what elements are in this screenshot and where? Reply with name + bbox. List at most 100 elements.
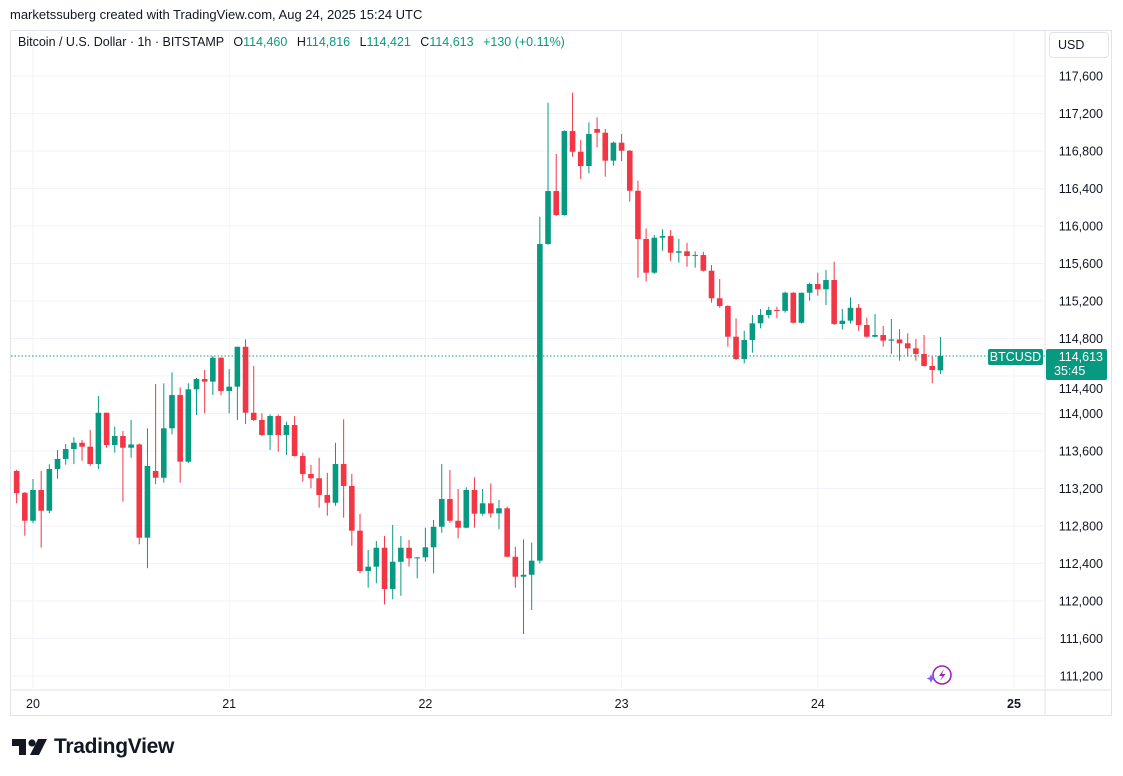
candle-down [913, 338, 919, 361]
candle-body [888, 339, 895, 341]
candle-body [389, 561, 396, 589]
candle-down [774, 306, 780, 319]
candle-up [651, 235, 658, 274]
candle-down [455, 488, 461, 539]
candle-body [267, 416, 273, 435]
lightning-icon-bolt [939, 669, 946, 681]
candle-body [71, 442, 77, 450]
candle-body [496, 508, 502, 514]
candle-body [659, 236, 666, 238]
candle-up [528, 542, 535, 610]
candle-up [373, 541, 380, 584]
candle-down [725, 305, 731, 347]
candle-down [177, 387, 183, 483]
candle-down [250, 365, 257, 421]
chart-credit: marketssuberg created with TradingView.c… [10, 7, 423, 22]
candle-body [144, 466, 151, 538]
candle-body [733, 336, 739, 360]
candle-body [242, 346, 249, 413]
candle-body [479, 503, 486, 514]
candle-body [373, 547, 380, 567]
candle-up [30, 479, 36, 524]
candle-down [504, 506, 510, 558]
candle-up [741, 330, 748, 364]
candle-body [782, 292, 788, 311]
open-label: O [233, 35, 244, 49]
candle-body [136, 444, 143, 538]
candle-body [406, 547, 412, 559]
candle-body [46, 469, 53, 511]
candle-down [904, 333, 911, 357]
low-label: L [359, 35, 367, 49]
candle-body [528, 560, 535, 575]
symbol-title: Bitcoin / U.S. Dollar · 1h · BITSTAMP [18, 35, 224, 49]
symbol-legend: Bitcoin / U.S. Dollar · 1h · BITSTAMP O 1… [18, 35, 565, 49]
candle-up [389, 524, 396, 600]
candle-down [643, 228, 649, 282]
candle-up [62, 443, 69, 465]
candle-down [218, 357, 224, 396]
tradingview-logo[interactable]: TradingView [12, 735, 174, 759]
candle-body [169, 395, 175, 429]
candle-up [283, 421, 290, 456]
candle-up [610, 141, 617, 166]
candle-up [161, 383, 167, 483]
candle-body [561, 131, 568, 216]
lightning-icon-ring [932, 665, 952, 685]
candle-body [103, 412, 110, 445]
tradingview-logo-icon [12, 739, 47, 755]
candle-body [38, 490, 44, 511]
candle-body [831, 280, 837, 324]
candle-down [79, 440, 85, 461]
candle-body [234, 346, 241, 387]
lightning-icon[interactable] [926, 665, 952, 685]
candle-down [569, 92, 576, 157]
candle-body [798, 292, 805, 323]
candle-up [414, 556, 421, 579]
candle-down [626, 150, 633, 202]
chart-frame [10, 30, 1112, 716]
candle-body [880, 335, 886, 341]
candle-down [635, 180, 641, 278]
candle-body [79, 442, 85, 447]
candle-up [234, 346, 241, 420]
grid [11, 31, 1111, 715]
candle-down [103, 412, 110, 448]
candle-body [447, 499, 453, 521]
candle-body [95, 412, 102, 465]
low-value: 114,421 [366, 35, 411, 49]
candle-down [896, 329, 903, 361]
candle-up [496, 500, 502, 530]
candle-up [210, 356, 216, 396]
currency-button[interactable]: USD [1049, 32, 1109, 58]
candle-body [250, 412, 257, 420]
candle-down [577, 140, 584, 180]
candle-body [471, 490, 478, 514]
candle-up [438, 464, 445, 533]
candle-body [929, 365, 936, 370]
candle-up [847, 297, 854, 324]
candle-body [823, 280, 829, 290]
candle-body [201, 379, 208, 382]
candle-body [651, 237, 658, 273]
candle-down [488, 483, 494, 518]
candle-down [381, 536, 388, 605]
candle-body [54, 458, 61, 469]
candle-down [708, 265, 715, 303]
candle-body [586, 134, 592, 166]
candle-body [218, 357, 224, 391]
candle-body [692, 255, 698, 257]
candle-up [463, 487, 470, 529]
candle-down [120, 431, 126, 502]
candle-down [667, 230, 674, 261]
candle-up [872, 314, 878, 338]
candle-body [455, 520, 461, 528]
candle-body [275, 416, 282, 435]
candle-body [414, 557, 421, 559]
candle-up [479, 488, 486, 516]
candle-up [267, 414, 273, 450]
candle-body [283, 425, 290, 435]
x-tick-label: 25 [1007, 697, 1021, 711]
